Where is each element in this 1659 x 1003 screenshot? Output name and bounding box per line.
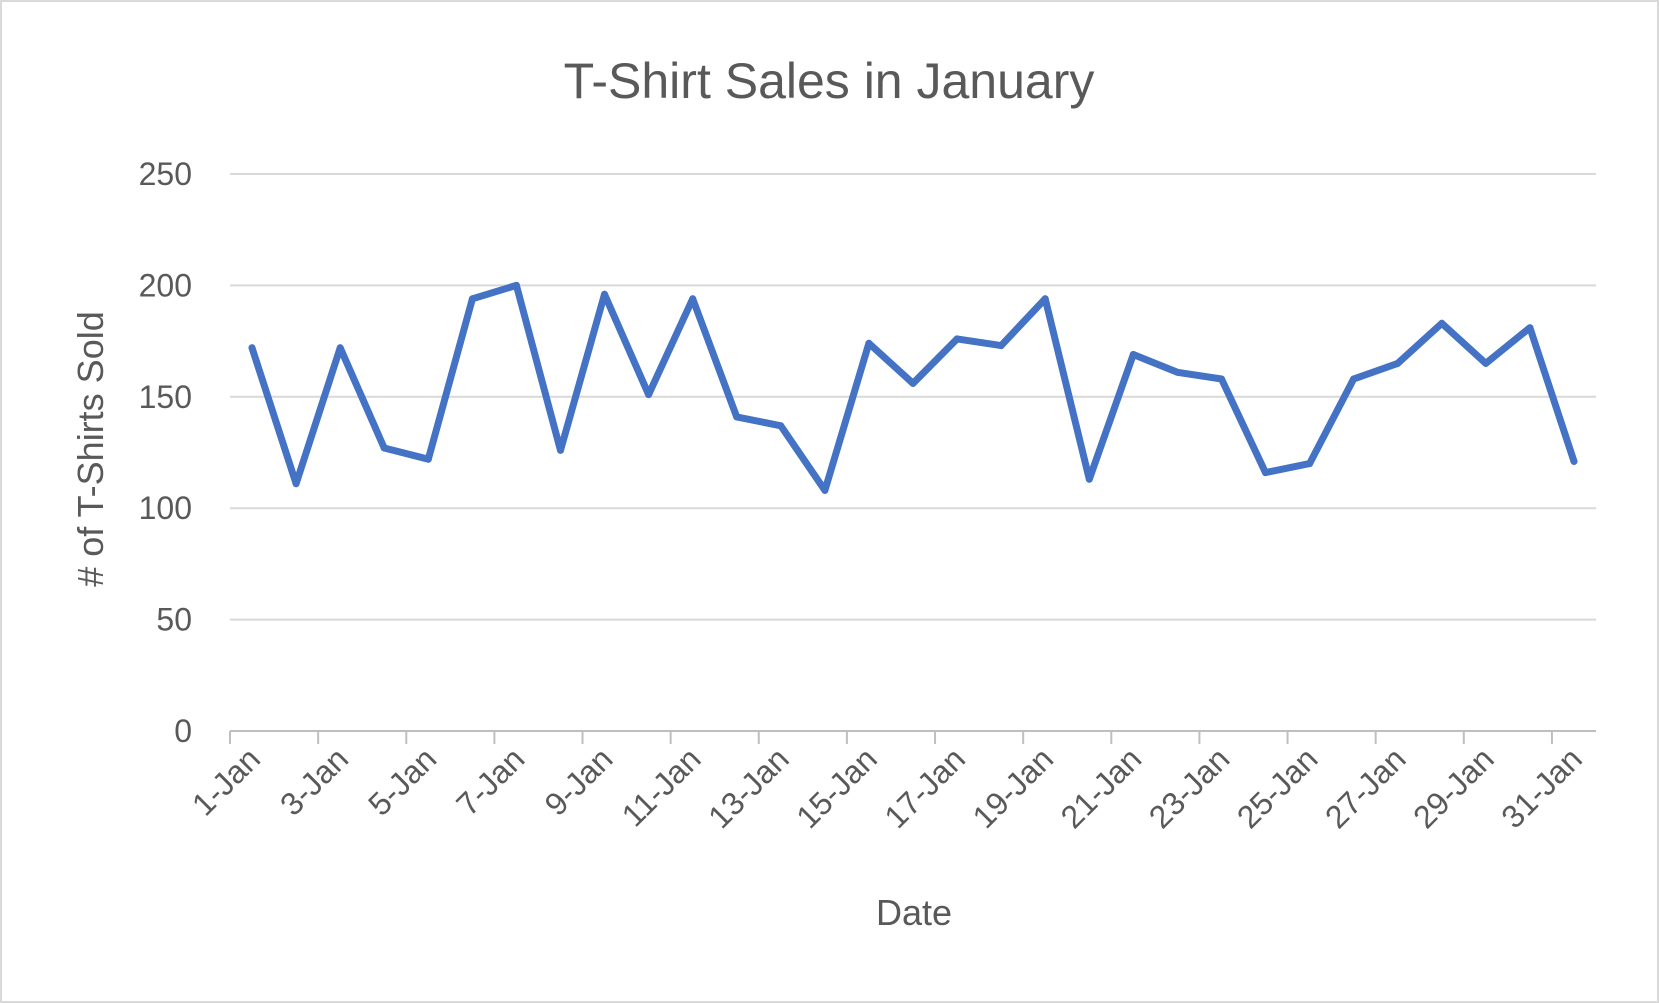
data-point-31-Jan [1570, 457, 1578, 465]
x-axis-title: Date [876, 892, 952, 933]
data-point-24-Jan [1262, 469, 1269, 477]
data-point-20-Jan [1085, 475, 1093, 483]
data-point-14-Jan [821, 486, 829, 494]
data-point-9-Jan [601, 290, 608, 298]
data-point-30-Jan [1526, 324, 1534, 332]
data-point-28-Jan [1438, 319, 1446, 327]
data-point-16-Jan [909, 379, 917, 387]
y-tick-label-200: 200 [139, 267, 192, 303]
data-point-17-Jan [953, 335, 961, 343]
data-point-5-Jan [424, 455, 432, 463]
data-point-18-Jan [997, 342, 1005, 350]
data-point-10-Jan [645, 391, 653, 399]
data-point-21-Jan [1129, 351, 1137, 358]
data-point-7-Jan [512, 281, 520, 289]
y-axis-title: # of T-Shirts Sold [70, 311, 111, 586]
data-point-27-Jan [1394, 359, 1402, 367]
chart-title: T-Shirt Sales in January [564, 53, 1095, 109]
data-point-13-Jan [777, 422, 785, 430]
data-point-4-Jan [380, 444, 388, 452]
data-point-8-Jan [557, 446, 564, 454]
data-point-29-Jan [1482, 359, 1490, 367]
data-point-15-Jan [865, 339, 873, 347]
data-point-2-Jan [292, 480, 300, 488]
gridlines [230, 173, 1596, 621]
data-point-26-Jan [1350, 375, 1358, 383]
y-tick-label-100: 100 [139, 490, 192, 526]
y-tick-label-50: 50 [156, 602, 192, 638]
data-point-25-Jan [1306, 460, 1314, 468]
y-tick-label-250: 250 [139, 156, 192, 192]
data-point-19-Jan [1041, 295, 1049, 303]
data-point-11-Jan [689, 295, 697, 303]
data-point-3-Jan [336, 344, 344, 352]
data-point-12-Jan [733, 413, 741, 421]
data-point-22-Jan [1173, 368, 1181, 376]
data-point-6-Jan [468, 295, 476, 303]
data-point-23-Jan [1218, 375, 1225, 383]
data-point-1-Jan [248, 344, 256, 352]
y-tick-label-150: 150 [139, 379, 192, 415]
y-tick-label-0: 0 [174, 713, 192, 749]
series-layer [248, 281, 1578, 494]
y-tick-labels: 0 50 100 150 200 250 [139, 156, 192, 749]
